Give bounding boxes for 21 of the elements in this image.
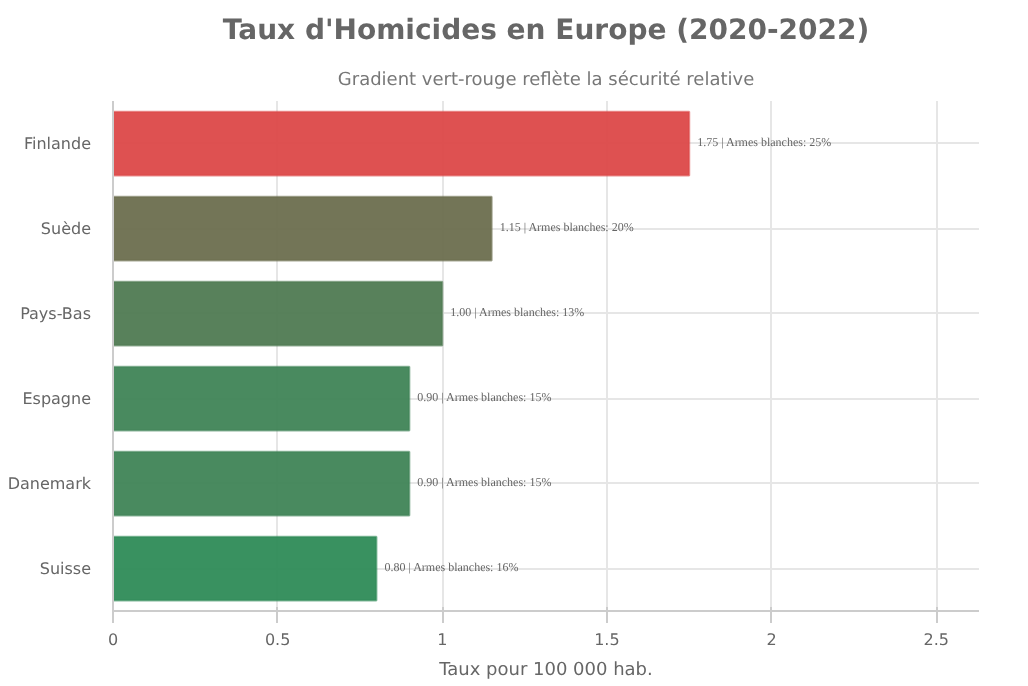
y-tick-label: Suisse [39, 559, 92, 578]
x-axis-title: Taux pour 100 000 hab. [437, 661, 653, 681]
bar [113, 365, 411, 432]
x-tick-label: 2.5 [923, 631, 949, 649]
y-tick-label: Suède [40, 219, 92, 238]
x-tick-label: 0 [107, 631, 119, 649]
bar [113, 280, 444, 347]
bar [113, 195, 493, 262]
chart-title: Taux d'Homicides en Europe (2020-2022) [222, 15, 870, 47]
bar [113, 110, 691, 177]
x-tick-label: 2 [766, 631, 777, 649]
y-tick-label: Danemark [7, 474, 92, 493]
y-tick-label: Espagne [22, 389, 92, 408]
y-tick-label: Finlande [23, 134, 92, 153]
bar [113, 450, 411, 517]
x-tick-label: 1.5 [594, 631, 620, 649]
x-tick-label: 1 [437, 631, 448, 649]
chart-subtitle: Gradient vert-rouge reflète la sécurité relative [337, 69, 756, 91]
bar [113, 535, 378, 602]
y-tick-label: Pays-Bas [20, 304, 92, 323]
x-tick-label: 0.5 [264, 631, 291, 649]
